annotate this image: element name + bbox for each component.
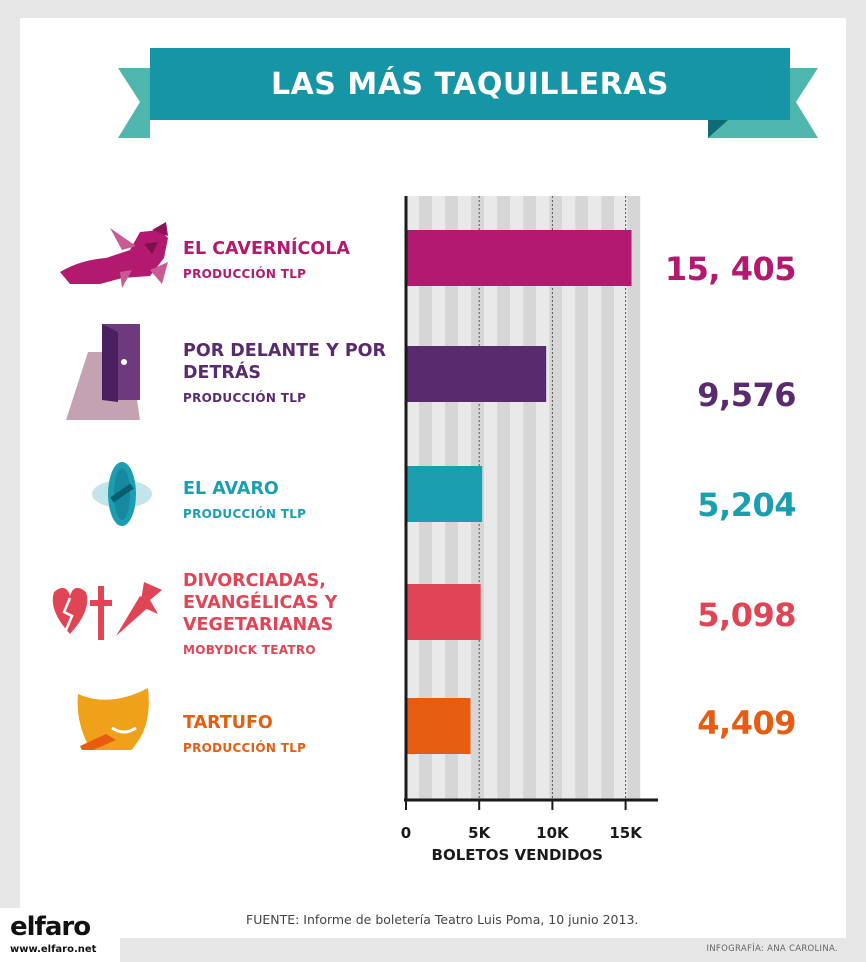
- infographic-credit: INFOGRAFÍA: ANA CAROLINA.: [706, 944, 838, 954]
- value-label-5: 4,409: [697, 704, 796, 742]
- item-name: POR DELANTE Y POR DETRÁS: [183, 341, 387, 383]
- icons-column: [52, 222, 168, 750]
- grid-stripe: [614, 196, 628, 800]
- label-item-1: EL CAVERNÍCOLA PRODUCCIÓN TLP: [183, 238, 403, 282]
- grid-stripe: [562, 196, 576, 800]
- grid-stripe: [484, 196, 498, 800]
- title-banner: LAS MÁS TAQUILLERAS: [0, 0, 866, 150]
- logo-url: www.elfaro.net: [10, 944, 97, 955]
- bar: [406, 466, 483, 522]
- item-name: EL CAVERNÍCOLA: [183, 239, 350, 259]
- bar: [406, 698, 471, 754]
- grid-stripe: [523, 196, 537, 800]
- bar: [406, 346, 547, 402]
- grid-stripe: [575, 196, 589, 800]
- item-producer: PRODUCCIÓN TLP: [183, 267, 307, 281]
- banner-ribbon: [118, 48, 818, 138]
- grid-stripe: [510, 196, 524, 800]
- value-label-4: 5,098: [697, 596, 796, 634]
- item-producer: MOBYDICK TEATRO: [183, 643, 316, 657]
- logo-name: elfaro: [10, 912, 91, 942]
- grid-stripe: [536, 196, 550, 800]
- elfaro-logo[interactable]: elfaro www.elfaro.net: [0, 908, 120, 962]
- bar: [406, 584, 481, 640]
- ribbon-right-tail: [708, 68, 818, 138]
- label-item-3: EL AVARO PRODUCCIÓN TLP: [183, 478, 403, 522]
- grid-stripe: [497, 196, 511, 800]
- coin-icon: [92, 462, 152, 526]
- grid-stripe: [588, 196, 602, 800]
- grid-stripe: [601, 196, 615, 800]
- value-label-3: 5,204: [697, 486, 796, 524]
- source-note: FUENTE: Informe de boletería Teatro Luis…: [246, 912, 639, 927]
- ribbon-left-tail: [118, 68, 150, 138]
- x-axis-title: BOLETOS VENDIDOS: [432, 846, 603, 864]
- heart-cross-carrot-icon: [52, 582, 162, 640]
- page-title: LAS MÁS TAQUILLERAS: [270, 66, 670, 102]
- ribbon-right-fold: [708, 120, 728, 138]
- x-tick-label: 5K: [468, 824, 491, 842]
- item-producer: PRODUCCIÓN TLP: [183, 507, 307, 521]
- item-name: DIVORCIADAS, EVANGÉLICAS Y VEGETARIANAS: [183, 571, 338, 635]
- x-tick-label: 0: [401, 824, 411, 842]
- item-producer: PRODUCCIÓN TLP: [183, 391, 307, 405]
- label-item-4: DIVORCIADAS, EVANGÉLICAS Y VEGETARIANAS …: [183, 570, 403, 658]
- value-label-1: 15, 405: [664, 250, 797, 288]
- item-producer: PRODUCCIÓN TLP: [183, 741, 307, 755]
- item-name: EL AVARO: [183, 479, 279, 499]
- grid-stripe: [549, 196, 563, 800]
- grid-stripe: [627, 196, 641, 800]
- door-icon: [66, 324, 140, 420]
- label-item-5: TARTUFO PRODUCCIÓN TLP: [183, 712, 403, 756]
- value-label-2: 9,576: [697, 376, 796, 414]
- label-item-2: POR DELANTE Y POR DETRÁS PRODUCCIÓN TLP: [183, 340, 403, 406]
- mask-icon: [77, 688, 149, 750]
- bar: [406, 230, 632, 286]
- x-tick-label: 10K: [536, 824, 570, 842]
- item-name: TARTUFO: [183, 713, 273, 733]
- x-tick-label: 15K: [609, 824, 643, 842]
- bird-icon: [60, 222, 168, 288]
- ribbon-main: [150, 48, 790, 120]
